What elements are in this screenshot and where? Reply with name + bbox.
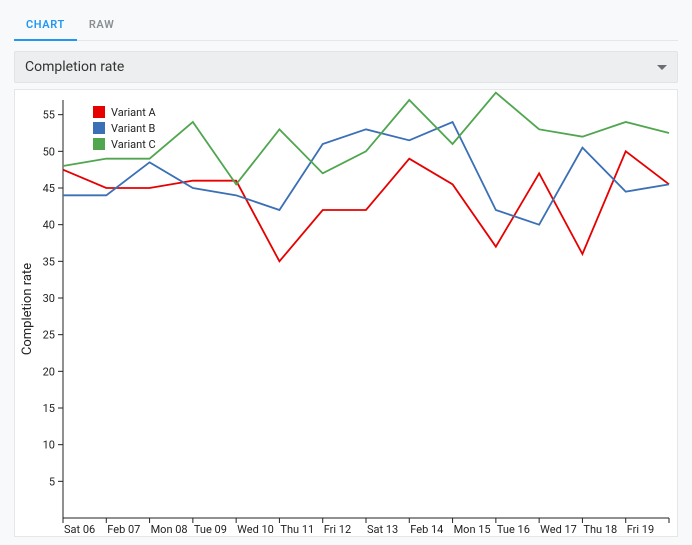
legend-item: Variant A [93,106,157,119]
legend-item: Variant B [93,122,156,135]
svg-text:Variant C: Variant C [111,138,156,151]
metric-dropdown-label: Completion rate [25,59,124,75]
svg-text:Variant A: Variant A [111,106,157,119]
svg-text:50: 50 [43,145,55,158]
svg-text:40: 40 [43,219,55,232]
svg-text:Fri 19: Fri 19 [627,523,654,536]
x-axis: Sat 06 Feb 07 Mon 08 Tue 09 Wed 10 Thu 11 Fri … [63,518,669,536]
svg-text:Wed 10: Wed 10 [237,523,274,536]
svg-text:Fri 12: Fri 12 [324,523,351,536]
svg-text:10: 10 [43,439,55,452]
svg-text:5: 5 [49,475,55,488]
metric-dropdown[interactable]: Completion rate [14,51,678,83]
app-container: CHART RAW Completion rate 5 10 15 20 25 30 35 4… [0,0,692,545]
svg-text:Wed 17: Wed 17 [540,523,577,536]
svg-text:Thu 18: Thu 18 [583,523,617,536]
y-axis-label: Completion rate [20,263,35,355]
svg-text:Feb 14: Feb 14 [410,523,443,536]
tab-raw[interactable]: RAW [77,9,127,41]
svg-text:15: 15 [43,402,55,415]
svg-text:Sat 13: Sat 13 [367,523,398,536]
chart-panel: 5 10 15 20 25 30 35 40 45 50 55 Sat 06 Feb 07 Mon 08 T… [14,89,678,537]
svg-text:Thu 11: Thu 11 [280,523,314,536]
svg-text:20: 20 [43,365,55,378]
chevron-down-icon [657,65,667,70]
svg-text:Mon 15: Mon 15 [454,523,491,536]
svg-text:Sat 06: Sat 06 [64,523,95,536]
view-tabs: CHART RAW [14,8,678,41]
svg-text:Mon 08: Mon 08 [151,523,188,536]
svg-text:55: 55 [43,109,55,122]
svg-text:Tue 09: Tue 09 [194,523,227,536]
svg-text:45: 45 [43,182,55,195]
svg-text:30: 30 [43,292,55,305]
y-axis: 5 10 15 20 25 30 35 40 45 50 55 [43,109,63,489]
line-chart: 5 10 15 20 25 30 35 40 45 50 55 Sat 06 Feb 07 Mon 08 T… [15,90,677,536]
tab-chart[interactable]: CHART [14,9,77,41]
legend-item: Variant C [93,138,156,151]
svg-text:Feb 07: Feb 07 [107,523,140,536]
series-line-0 [63,151,669,261]
chart-legend: Variant A Variant B Variant C [93,106,157,151]
svg-text:Variant B: Variant B [111,122,156,135]
svg-text:25: 25 [43,329,55,342]
svg-text:35: 35 [43,255,55,268]
svg-text:Tue 16: Tue 16 [497,523,530,536]
